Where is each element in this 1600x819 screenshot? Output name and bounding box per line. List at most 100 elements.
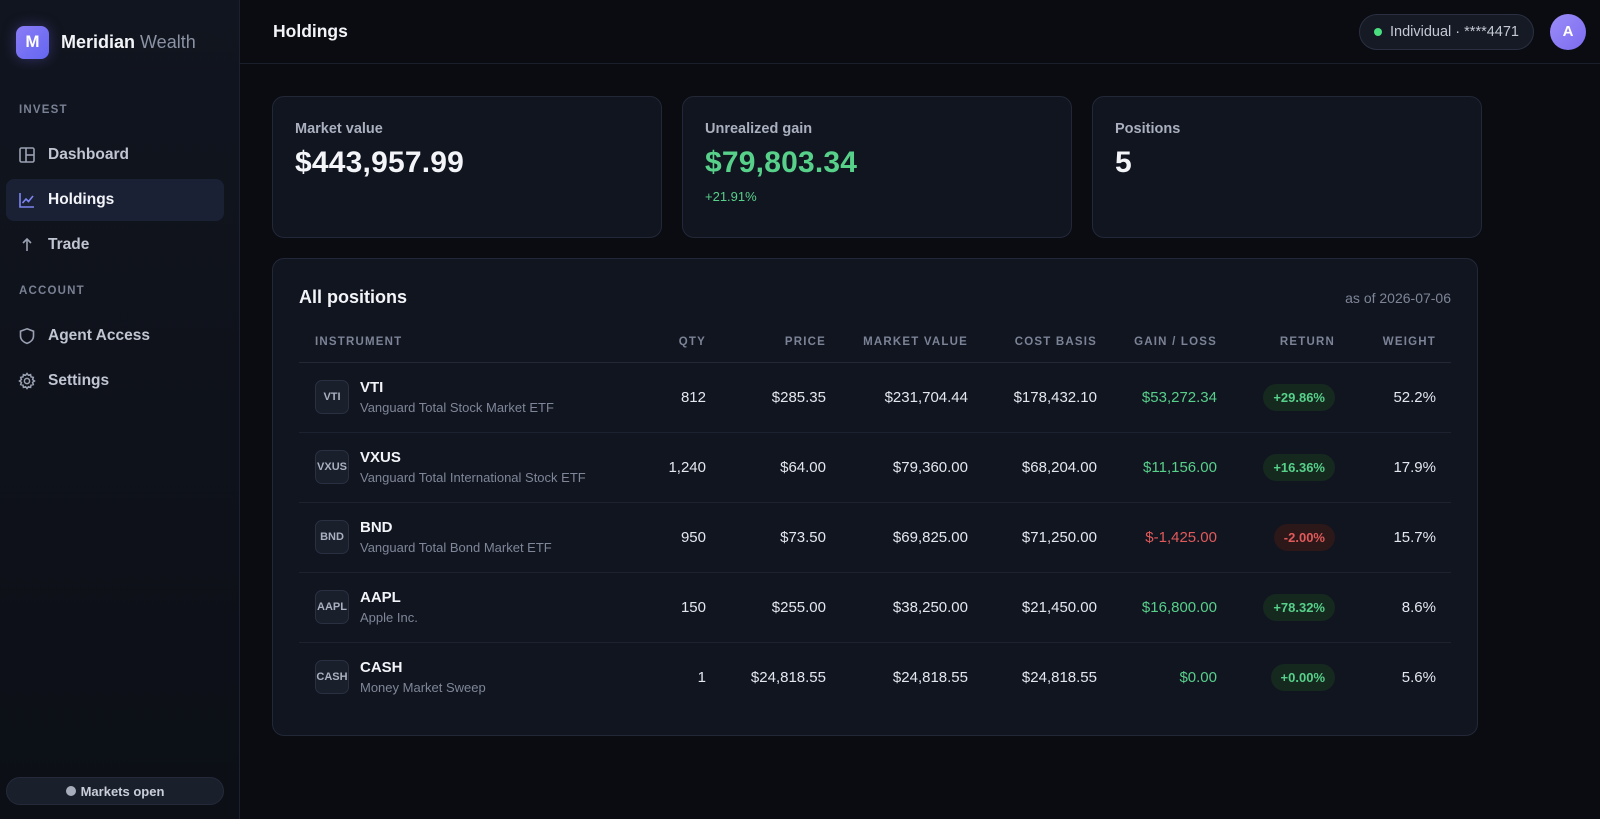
- summary-cards: Market value $443,957.99 Unrealized gain…: [240, 64, 1600, 238]
- return-cell: +29.86%: [1232, 362, 1350, 433]
- card-value: 5: [1115, 146, 1132, 179]
- instrument-text: VTI Vanguard Total Stock Market ETF: [360, 379, 554, 415]
- table-row[interactable]: VTI VTI Vanguard Total Stock Market ETF 812…: [299, 362, 1451, 433]
- column-header-cost-basis[interactable]: COST BASIS: [983, 322, 1112, 363]
- shield-icon: [18, 327, 36, 345]
- instrument-cell: AAPL AAPL Apple Inc.: [299, 572, 639, 643]
- nav-section-account: ACCOUNT: [19, 285, 85, 297]
- table-row[interactable]: BND BND Vanguard Total Bond Market ETF 950 $…: [299, 502, 1451, 573]
- column-header-price[interactable]: PRICE: [721, 322, 841, 363]
- instrument-symbol: VTI: [360, 379, 384, 396]
- positions-title: All positions: [299, 287, 407, 307]
- return-badge: +78.32%: [1263, 593, 1335, 621]
- instrument: BND BND Vanguard Total Bond Market ETF: [315, 519, 624, 555]
- ticker-badge: VTI: [315, 380, 349, 414]
- price-cell: $64.00: [721, 432, 841, 503]
- instrument-name: Vanguard Total Stock Market ETF: [360, 400, 554, 415]
- sidebar-item-trade[interactable]: Trade: [6, 224, 224, 266]
- cost-basis-cell: $21,450.00: [983, 572, 1112, 643]
- price-cell: $255.00: [721, 572, 841, 643]
- instrument-cell: BND BND Vanguard Total Bond Market ETF: [299, 502, 639, 573]
- qty-cell: 150: [639, 572, 721, 643]
- nav-list-invest: Dashboard Holdings Trade: [0, 134, 239, 266]
- ticker-badge: AAPL: [315, 590, 349, 624]
- cost-basis-cell: $178,432.10: [983, 362, 1112, 433]
- chart-line-icon: [18, 191, 36, 209]
- table-header-row: INSTRUMENT QTY PRICE MARKET VALUE COST B…: [299, 322, 1451, 363]
- market-value-cell: $24,818.55: [892, 668, 968, 686]
- positions-header: All positions as of 2026-07-06: [299, 287, 1451, 308]
- sidebar-item-label: Settings: [48, 372, 110, 389]
- brand-logo: M: [16, 25, 49, 59]
- cost-basis-cell: $71,250.00: [983, 502, 1112, 573]
- column-header-return[interactable]: RETURN: [1232, 322, 1350, 363]
- sidebar-item-dashboard[interactable]: Dashboard: [6, 134, 224, 176]
- cost-basis-cell: $24,818.55: [1021, 668, 1097, 686]
- gain-loss-cell: $53,272.34: [1112, 362, 1232, 433]
- brand-subtitle: Wealth: [140, 31, 196, 52]
- sidebar-item-label: Holdings: [48, 191, 115, 208]
- instrument-text: AAPL Apple Inc.: [360, 589, 418, 625]
- qty-cell: 1: [697, 668, 706, 686]
- sidebar-item-label: Agent Access: [48, 327, 150, 344]
- column-header-qty[interactable]: QTY: [639, 322, 721, 363]
- return-cell: +78.32%: [1232, 572, 1350, 643]
- gain-loss-cell: $0.00: [1179, 668, 1217, 686]
- market-value-cell: $38,250.00: [841, 572, 983, 643]
- card-value: $443,957.99: [295, 146, 465, 179]
- return-badge: +16.36%: [1263, 453, 1335, 481]
- qty-cell: 950: [639, 502, 721, 573]
- card-value: $79,803.34: [705, 146, 858, 179]
- topbar-right: Individual · ****4471 A: [1359, 13, 1586, 50]
- instrument: VXUS VXUS Vanguard Total International Sto…: [315, 449, 624, 485]
- weight-cell: 5.6%: [1401, 668, 1436, 686]
- sidebar: M Meridian Wealth INVEST Dashboard Holdi…: [0, 0, 240, 819]
- card-label: Unrealized gain: [705, 121, 813, 137]
- column-header-instrument[interactable]: INSTRUMENT: [299, 322, 639, 363]
- table-row[interactable]: CASH CASH Money Market Sweep 1 $24,818.55 $24…: [299, 642, 1451, 712]
- price-cell: $285.35: [721, 362, 841, 433]
- ticker-badge: VXUS: [315, 450, 349, 484]
- instrument-symbol: BND: [360, 519, 393, 536]
- market-status-dot: [65, 786, 76, 796]
- account-selector[interactable]: Individual · ****4471: [1359, 13, 1534, 50]
- sidebar-item-holdings[interactable]: Holdings: [6, 179, 224, 221]
- sidebar-item-label: Dashboard: [48, 146, 129, 163]
- market-status-label: Markets open: [80, 783, 165, 799]
- brand[interactable]: M Meridian Wealth: [0, 0, 239, 84]
- positions-as-of: as of 2026-07-06: [1345, 290, 1451, 306]
- card-label: Positions: [1115, 121, 1181, 137]
- column-header-gain-loss[interactable]: GAIN / LOSS: [1112, 322, 1232, 363]
- price-cell: $24,818.55: [750, 668, 826, 686]
- gain-loss-cell: $11,156.00: [1112, 432, 1232, 503]
- return-cell: +0.00%: [1232, 642, 1350, 712]
- column-header-weight[interactable]: WEIGHT: [1350, 322, 1451, 363]
- instrument-cell: VTI VTI Vanguard Total Stock Market ETF: [299, 362, 639, 433]
- sidebar-item-settings[interactable]: Settings: [6, 360, 224, 402]
- instrument-name: Apple Inc.: [360, 610, 418, 625]
- market-value-cell: $231,704.44: [841, 362, 983, 433]
- market-value-card: Market value $443,957.99: [272, 96, 662, 238]
- return-badge: +0.00%: [1270, 663, 1335, 691]
- gear-icon: [18, 372, 36, 390]
- gain-loss-cell: $-1,425.00: [1112, 502, 1232, 573]
- return-badge: -2.00%: [1273, 523, 1335, 551]
- qty-cell: 1,240: [639, 432, 721, 503]
- column-header-market-value[interactable]: MARKET VALUE: [841, 322, 983, 363]
- nav-section-invest: INVEST: [19, 104, 68, 116]
- instrument-cell: CASH CASH Money Market Sweep: [299, 642, 639, 712]
- arrow-up-icon: [18, 236, 36, 254]
- market-status-pill: Markets open: [6, 777, 224, 805]
- cost-basis-cell: $68,204.00: [983, 432, 1112, 503]
- sidebar-item-agent-access[interactable]: Agent Access: [6, 315, 224, 357]
- account-status-dot: [1374, 27, 1383, 36]
- ticker-badge: CASH: [315, 660, 349, 695]
- avatar[interactable]: A: [1550, 13, 1586, 50]
- table-row[interactable]: VXUS VXUS Vanguard Total International Sto…: [299, 432, 1451, 503]
- instrument: VTI VTI Vanguard Total Stock Market ETF: [315, 379, 624, 415]
- account-label: Individual · ****4471: [1390, 23, 1519, 40]
- card-label: Market value: [295, 121, 383, 137]
- table-row[interactable]: AAPL AAPL Apple Inc. 150 $255.00 $38,250.00 $2…: [299, 572, 1451, 643]
- instrument-cell: VXUS VXUS Vanguard Total International Sto…: [299, 432, 639, 503]
